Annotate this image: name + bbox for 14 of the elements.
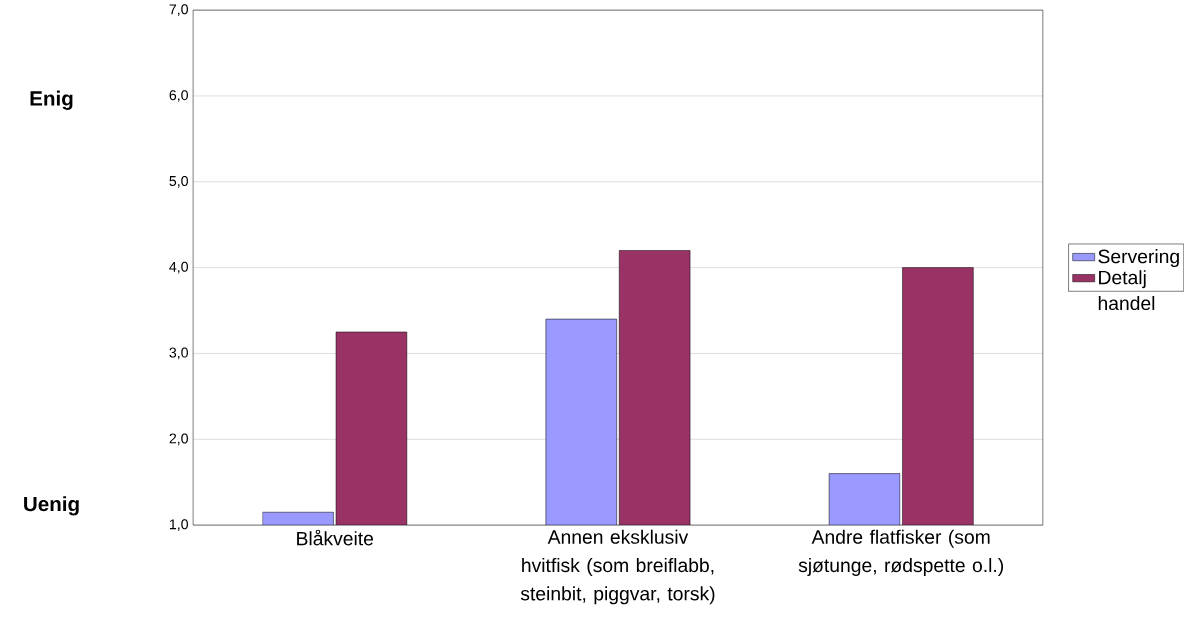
text: Uenig xyxy=(24,496,79,516)
x-tick-label: Blåkveite xyxy=(297,529,374,546)
y-tick-label: 1,0 xyxy=(169,519,188,531)
y-tick-label: 3,0 xyxy=(169,347,188,360)
text: Enig xyxy=(30,90,73,110)
legend-label: Servering xyxy=(1098,249,1179,268)
y-tick-label: 4,0 xyxy=(169,261,188,274)
y-tick-label: 7,0 xyxy=(169,4,188,16)
legend-label: Detalj handel xyxy=(1098,270,1155,311)
y-tick-label: 5,0 xyxy=(169,175,188,188)
x-tick-label: Annen eksklusiv hvitfisk (som breiflabb, steinbit, piggvar, torsk) xyxy=(520,529,715,605)
y-tick-label: 2,0 xyxy=(169,433,188,446)
x-tick-label: Andre flatfisker (som sjøtunge, rødspette o.l.) xyxy=(798,529,1004,576)
y-tick-label: 6,0 xyxy=(169,90,188,102)
